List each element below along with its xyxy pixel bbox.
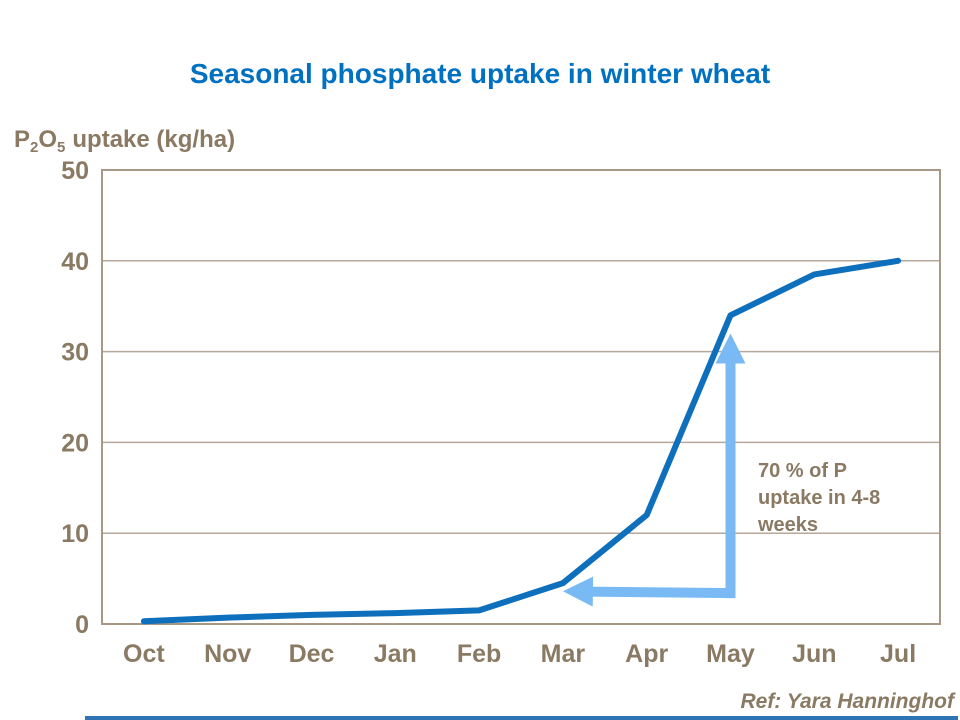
x-axis-label: Feb bbox=[457, 640, 501, 668]
plot-border bbox=[101, 169, 941, 625]
x-axis-label: Nov bbox=[204, 640, 251, 668]
y-tick-label: 0 bbox=[75, 611, 89, 639]
y-axis-title-sub5: 5 bbox=[57, 139, 66, 156]
y-axis-title-sub2: 2 bbox=[30, 139, 39, 156]
y-axis-title-units: uptake (kg/ha) bbox=[72, 126, 236, 153]
annotation-line-2: uptake in 4-8 bbox=[758, 487, 881, 509]
y-tick-label: 10 bbox=[61, 520, 89, 548]
footer-rule bbox=[85, 716, 958, 720]
y-axis-title-p: P bbox=[14, 126, 31, 153]
y-tick-label: 40 bbox=[61, 248, 89, 276]
y-axis-title: P2O5 uptake (kg/ha) bbox=[14, 126, 235, 156]
annotation-arrow-shaft bbox=[586, 586, 736, 599]
x-axis-label: Jan bbox=[374, 640, 417, 668]
annotation-text: 70 % of P uptake in 4-8 weeks bbox=[758, 458, 928, 539]
x-axis-label: Jun bbox=[792, 640, 836, 668]
uptake-line bbox=[140, 257, 902, 625]
reference-text: Ref: Yara Hanninghof bbox=[740, 690, 954, 713]
y-tick-label: 50 bbox=[61, 157, 89, 185]
x-axis-label: Mar bbox=[541, 640, 586, 668]
x-axis-label: Apr bbox=[625, 640, 668, 668]
chart-title: Seasonal phosphate uptake in winter whea… bbox=[189, 58, 771, 89]
annotation-line-3: weeks bbox=[758, 514, 819, 536]
annotation-arrow-head bbox=[715, 333, 746, 364]
annotation-arrow-head bbox=[562, 576, 594, 607]
annotation-line-1: 70 % of P bbox=[758, 460, 847, 482]
x-axis-label: Oct bbox=[123, 640, 165, 668]
x-axis-label: May bbox=[706, 640, 755, 668]
x-axis-label: Dec bbox=[289, 640, 335, 668]
x-axis-label: Jul bbox=[880, 640, 916, 668]
y-axis-title-o: O bbox=[38, 126, 58, 153]
y-tick-label: 30 bbox=[61, 339, 89, 367]
y-tick-label: 20 bbox=[61, 429, 89, 457]
